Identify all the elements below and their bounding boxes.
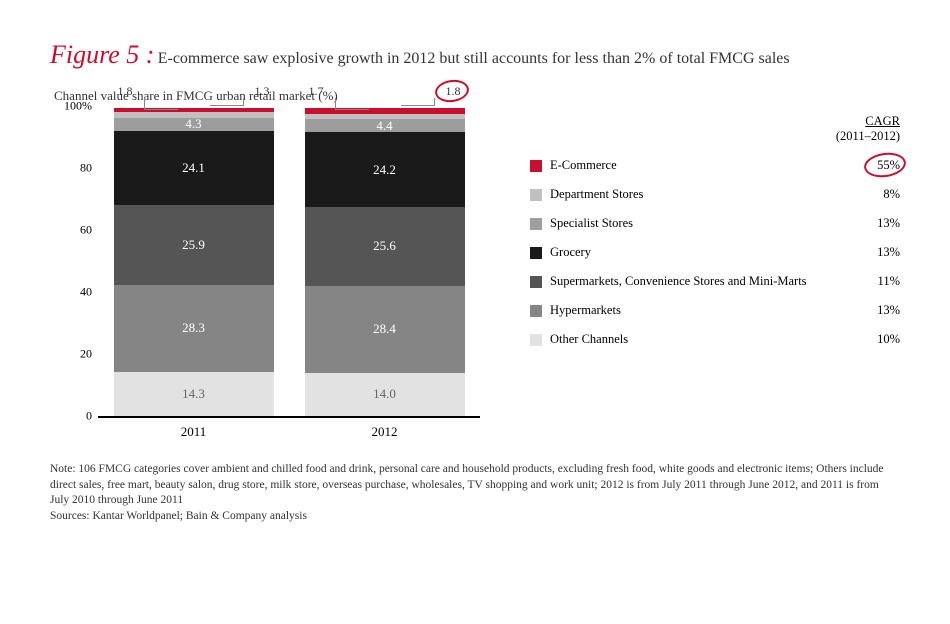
legend-swatch: [530, 189, 542, 201]
bar-column: 14.028.425.624.24.41.71.8: [305, 108, 465, 416]
bar-segment-dept: [305, 114, 465, 119]
legend-label: Specialist Stores: [550, 216, 856, 231]
figure-title: E-commerce saw explosive growth in 2012 …: [158, 50, 790, 67]
note-text: Note: 106 FMCG categories cover ambient …: [50, 462, 900, 509]
legend-row-super_conv: Supermarkets, Convenience Stores and Min…: [530, 274, 900, 289]
legend-swatch: [530, 160, 542, 172]
cagr-title: CAGR: [530, 114, 900, 129]
legend-cagr-value: 13%: [856, 303, 900, 318]
legend-row-dept: Department Stores8%: [530, 187, 900, 202]
legend-rows: E-Commerce55%Department Stores8%Speciali…: [530, 158, 900, 347]
y-tick: 80: [50, 161, 92, 176]
bar-segment-specialist: 4.4: [305, 119, 465, 133]
bar-segment-dept: [114, 112, 274, 118]
callout-dept: 1.7: [309, 84, 324, 99]
callout-dept: 1.8: [118, 84, 133, 99]
bar-segment-hyper: 28.4: [305, 286, 465, 373]
legend-label: Supermarkets, Convenience Stores and Min…: [550, 274, 856, 289]
legend-cagr-value: 8%: [856, 187, 900, 202]
legend-swatch: [530, 276, 542, 288]
bar-segment-hyper: 28.3: [114, 285, 274, 372]
y-tick: 100%: [50, 99, 92, 114]
legend-row-specialist: Specialist Stores13%: [530, 216, 900, 231]
legend-swatch: [530, 334, 542, 346]
legend-swatch: [530, 218, 542, 230]
bar-segment-super_conv: 25.9: [114, 205, 274, 285]
legend-swatch: [530, 305, 542, 317]
legend-cagr-value: 55%: [856, 158, 900, 173]
callout-leader: [144, 98, 178, 110]
plot: 14.328.325.924.14.31.81.314.028.425.624.…: [98, 108, 480, 418]
bar-segment-ecom: [305, 108, 465, 114]
legend-cagr-value: 13%: [856, 245, 900, 260]
x-label: 2012: [305, 424, 465, 440]
legend-cagr-value: 10%: [856, 332, 900, 347]
x-axis-labels: 2011 2012: [98, 424, 480, 440]
bars-container: 14.328.325.924.14.31.81.314.028.425.624.…: [98, 108, 480, 416]
bar-segment-ecom: [114, 108, 274, 112]
y-tick: 60: [50, 223, 92, 238]
legend-row-grocery: Grocery13%: [530, 245, 900, 260]
legend-label: Grocery: [550, 245, 856, 260]
legend-label: Hypermarkets: [550, 303, 856, 318]
y-tick: 40: [50, 285, 92, 300]
legend-area: CAGR (2011–2012) E-Commerce55%Department…: [480, 108, 900, 440]
bar-segment-grocery: 24.2: [305, 132, 465, 206]
figure-label: Figure 5 :: [50, 40, 154, 69]
notes-block: Note: 106 FMCG categories cover ambient …: [50, 462, 900, 524]
sources-text: Sources: Kantar Worldpanel; Bain & Compa…: [50, 509, 900, 525]
cagr-header: CAGR (2011–2012): [530, 114, 900, 144]
chart-area: 14.328.325.924.14.31.81.314.028.425.624.…: [50, 108, 480, 440]
callout-leader: [210, 98, 244, 106]
callout-leader: [335, 98, 369, 110]
callout-ecom: 1.3: [255, 84, 270, 99]
legend-row-other: Other Channels10%: [530, 332, 900, 347]
legend-label: Other Channels: [550, 332, 856, 347]
legend-swatch: [530, 247, 542, 259]
bar-segment-other: 14.3: [114, 372, 274, 416]
bar-segment-grocery: 24.1: [114, 131, 274, 205]
y-tick: 0: [50, 409, 92, 424]
legend-row-hyper: Hypermarkets13%: [530, 303, 900, 318]
callout-ecom: 1.8: [446, 84, 461, 99]
bar-segment-super_conv: 25.6: [305, 207, 465, 286]
bar-segment-other: 14.0: [305, 373, 465, 416]
legend-row-ecom: E-Commerce55%: [530, 158, 900, 173]
callouts: 1.8 1.3: [114, 84, 274, 108]
figure-header: Figure 5 : E-commerce saw explosive grow…: [50, 40, 900, 70]
content-row: 14.328.325.924.14.31.81.314.028.425.624.…: [50, 108, 900, 440]
x-label: 2011: [114, 424, 274, 440]
cagr-period: (2011–2012): [530, 129, 900, 144]
legend-label: Department Stores: [550, 187, 856, 202]
y-tick: 20: [50, 347, 92, 362]
bar-column: 14.328.325.924.14.31.81.3: [114, 108, 274, 416]
legend-cagr-value: 13%: [856, 216, 900, 231]
legend-label: E-Commerce: [550, 158, 856, 173]
callout-leader: [401, 98, 435, 106]
legend-cagr-value: 11%: [856, 274, 900, 289]
callouts: 1.7 1.8: [305, 84, 465, 108]
bar-segment-specialist: 4.3: [114, 118, 274, 131]
